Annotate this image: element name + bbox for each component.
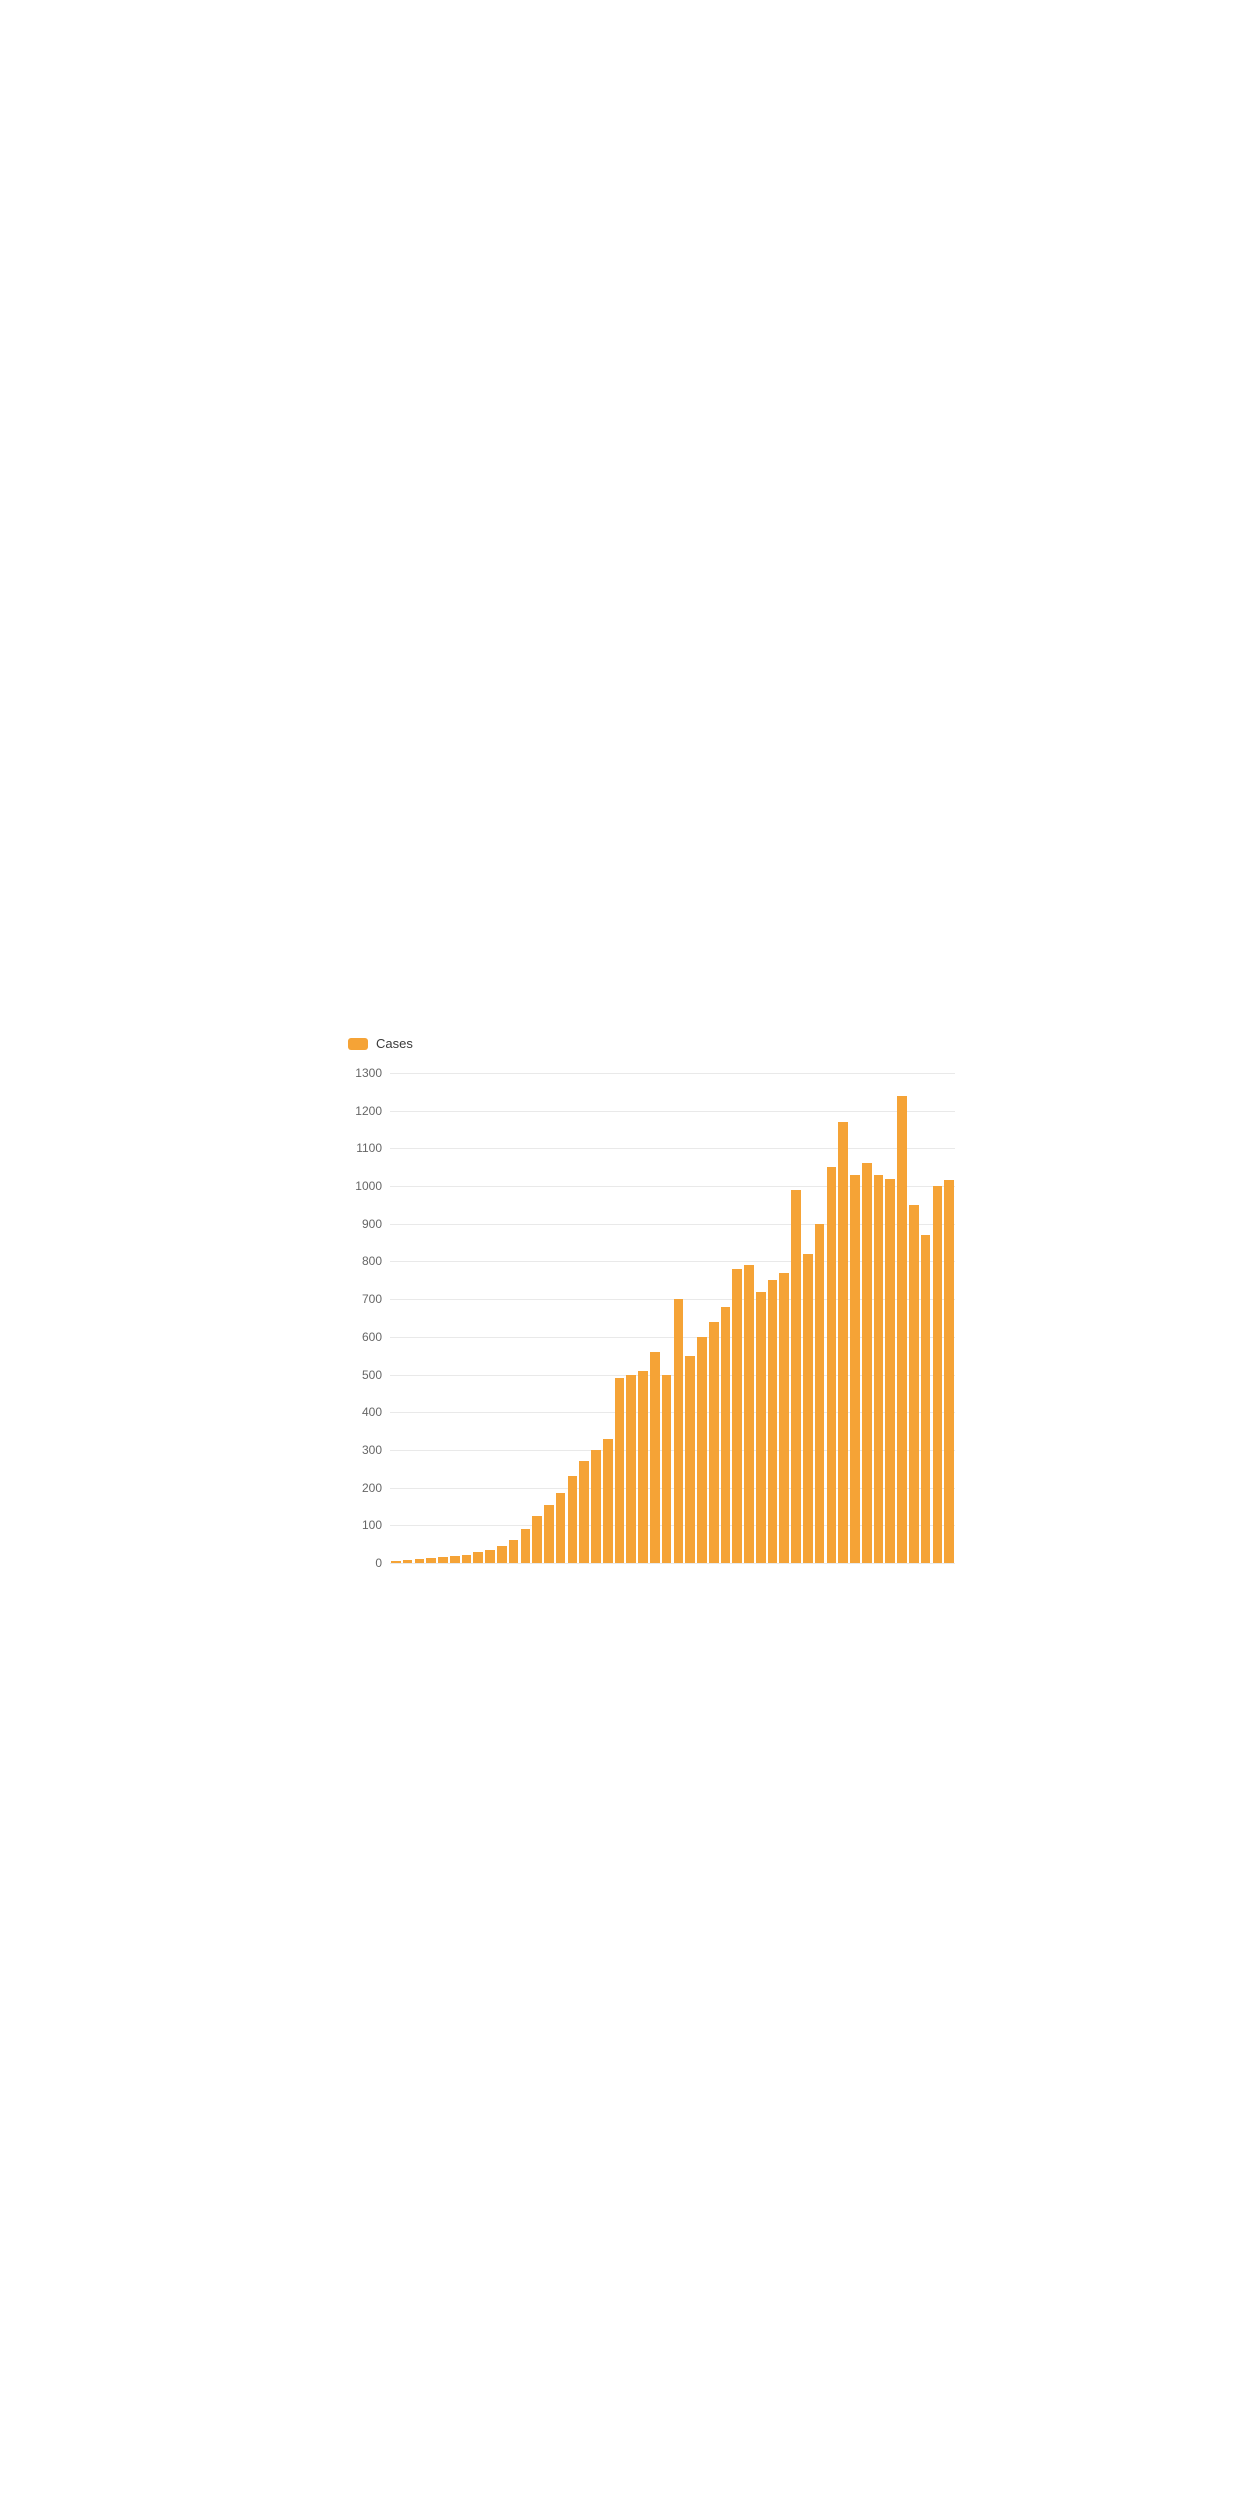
bar bbox=[615, 1378, 625, 1563]
bar bbox=[415, 1559, 425, 1563]
bar bbox=[944, 1180, 954, 1563]
chart-legend: Cases bbox=[348, 1036, 960, 1051]
y-tick-label: 100 bbox=[362, 1518, 382, 1532]
y-tick-label: 800 bbox=[362, 1254, 382, 1268]
bar bbox=[438, 1557, 448, 1563]
bar bbox=[721, 1307, 731, 1563]
bar bbox=[674, 1299, 684, 1563]
bar bbox=[756, 1292, 766, 1563]
bar bbox=[591, 1450, 601, 1563]
bar bbox=[650, 1352, 660, 1563]
bar bbox=[803, 1254, 813, 1563]
bar bbox=[850, 1175, 860, 1563]
bar bbox=[579, 1461, 589, 1563]
bar bbox=[768, 1280, 778, 1563]
bar bbox=[626, 1375, 636, 1563]
bar bbox=[568, 1476, 578, 1563]
y-tick-label: 600 bbox=[362, 1330, 382, 1344]
bar bbox=[744, 1265, 754, 1563]
bar bbox=[497, 1546, 507, 1563]
bar bbox=[509, 1540, 519, 1563]
bar bbox=[685, 1356, 695, 1563]
bar bbox=[909, 1205, 919, 1563]
y-tick-label: 400 bbox=[362, 1405, 382, 1419]
bar bbox=[732, 1269, 742, 1563]
bar bbox=[462, 1555, 472, 1563]
page: Cases 0 100 200 300 400 500 600 700 800 900 1000 11… bbox=[0, 0, 1250, 2500]
plot bbox=[390, 1073, 955, 1563]
bar bbox=[544, 1505, 554, 1563]
bar bbox=[709, 1322, 719, 1563]
bar bbox=[556, 1493, 566, 1563]
bar bbox=[815, 1224, 825, 1563]
chart-plot-area: 0100200300400500600700800900100011001200… bbox=[345, 1073, 960, 1563]
bar bbox=[450, 1556, 460, 1563]
y-tick-label: 1000 bbox=[355, 1179, 382, 1193]
y-tick-label: 700 bbox=[362, 1292, 382, 1306]
bar bbox=[697, 1337, 707, 1563]
bar bbox=[391, 1561, 401, 1563]
legend-swatch bbox=[348, 1038, 368, 1050]
bar bbox=[662, 1375, 672, 1563]
bar bbox=[426, 1558, 436, 1563]
bar bbox=[403, 1560, 413, 1563]
bars bbox=[390, 1073, 955, 1563]
bar bbox=[897, 1096, 907, 1563]
cases-bar-chart: Cases 0100200300400500600700800900100011… bbox=[345, 1036, 960, 1563]
bar bbox=[885, 1179, 895, 1563]
bar bbox=[838, 1122, 848, 1563]
bar bbox=[521, 1529, 531, 1563]
y-tick-label: 1100 bbox=[356, 1141, 382, 1155]
bar bbox=[779, 1273, 789, 1563]
bar bbox=[827, 1167, 837, 1563]
y-tick-label: 1200 bbox=[355, 1104, 382, 1118]
y-tick-label: 200 bbox=[362, 1481, 382, 1495]
y-tick-label: 0 bbox=[375, 1556, 382, 1570]
y-tick-label: 500 bbox=[362, 1368, 382, 1382]
bar bbox=[638, 1371, 648, 1563]
gridline bbox=[390, 1563, 955, 1564]
bar bbox=[874, 1175, 884, 1563]
bar bbox=[485, 1550, 495, 1563]
y-tick-label: 300 bbox=[362, 1443, 382, 1457]
bar bbox=[791, 1190, 801, 1563]
bar bbox=[921, 1235, 931, 1563]
bar bbox=[933, 1186, 943, 1563]
bar bbox=[603, 1439, 613, 1563]
bar bbox=[532, 1516, 542, 1563]
legend-label: Cases bbox=[376, 1036, 413, 1051]
bar bbox=[862, 1163, 872, 1563]
y-tick-label: 1300 bbox=[355, 1066, 382, 1080]
y-tick-label: 900 bbox=[362, 1217, 382, 1231]
bar bbox=[473, 1552, 483, 1563]
